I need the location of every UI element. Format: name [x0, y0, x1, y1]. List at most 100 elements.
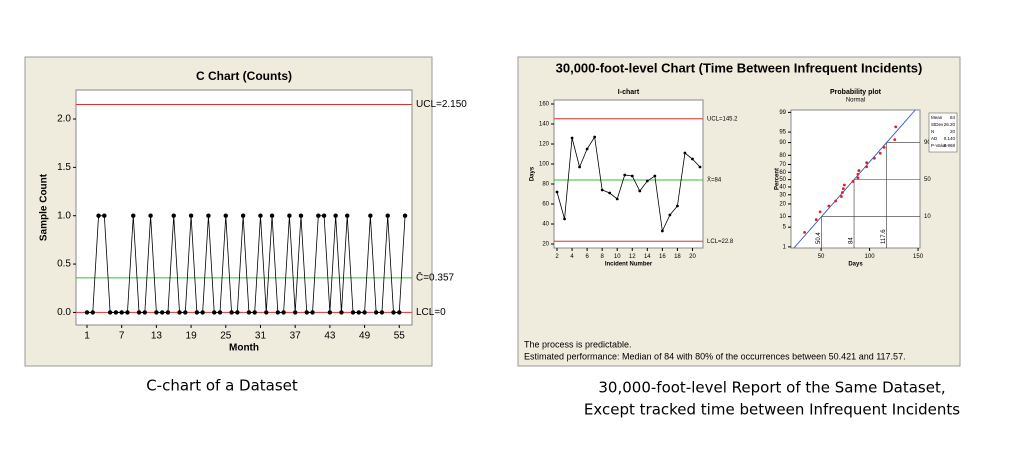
data-point — [856, 176, 860, 180]
data-point — [177, 310, 182, 315]
x-tick-label: 49 — [359, 331, 371, 342]
data-point — [691, 157, 694, 161]
data-point — [327, 310, 333, 315]
data-point — [217, 310, 223, 315]
y-tick-label: 120 — [539, 142, 550, 148]
stats-value: 84 — [950, 115, 956, 120]
x-tick-label: 10 — [614, 254, 621, 260]
x-tick-label: 1 — [84, 331, 90, 342]
data-point — [119, 310, 124, 315]
data-point — [865, 165, 869, 169]
chart-title: I-chart — [618, 89, 640, 96]
data-point — [608, 191, 612, 195]
reference-percent-label: 50 — [924, 177, 931, 183]
stats-box — [928, 112, 958, 153]
data-point — [194, 310, 200, 315]
data-point — [842, 183, 846, 187]
note: Estimated performance: Median of 84 with… — [524, 351, 906, 361]
data-point — [578, 165, 581, 169]
data-point — [235, 310, 240, 315]
x-tick-label: 14 — [644, 254, 651, 260]
data-point — [339, 310, 344, 315]
data-point — [287, 213, 292, 218]
data-point — [841, 191, 844, 194]
control-limit-label: UCL=2.150 — [416, 99, 467, 110]
chart-subtitle: Normal — [846, 98, 865, 104]
x-tick-label: 31 — [255, 331, 267, 342]
data-point — [148, 213, 153, 218]
y-tick-label: 40 — [542, 222, 549, 228]
series-line — [556, 135, 701, 233]
stats-value: 0.968 — [944, 143, 956, 148]
y-tick-label: 70 — [779, 162, 786, 168]
data-point — [113, 310, 119, 315]
data-point — [397, 310, 402, 315]
data-point — [653, 174, 657, 178]
data-point — [676, 204, 679, 208]
y-tick-label: 1 — [783, 244, 787, 250]
x-tick-label: 25 — [220, 331, 232, 342]
y-axis-label: Sample Count — [39, 173, 50, 241]
reference-value-label: 50.4 — [816, 232, 822, 244]
data-point — [834, 199, 838, 203]
y-tick-label: 1.0 — [57, 210, 71, 221]
y-tick-label: 140 — [539, 122, 550, 128]
data-point — [281, 310, 286, 315]
x-axis-label: Month — [229, 343, 259, 354]
y-axis-label: Percent — [775, 168, 781, 190]
data-point — [814, 218, 818, 222]
x-tick-label: 13 — [151, 331, 163, 342]
x-tick-label: 20 — [689, 254, 696, 260]
y-tick-label: 100 — [539, 162, 550, 168]
data-point — [96, 213, 101, 218]
data-point — [350, 310, 356, 315]
data-point — [878, 151, 882, 155]
x-tick-label: 18 — [674, 254, 681, 260]
data-point — [275, 310, 281, 315]
data-point — [136, 310, 142, 315]
data-point — [638, 189, 642, 193]
data-point — [333, 213, 338, 218]
x-tick-label: 55 — [394, 331, 406, 342]
data-point — [310, 310, 315, 315]
y-tick-label: 5 — [783, 225, 787, 231]
data-point — [165, 310, 171, 315]
data-point — [623, 173, 627, 177]
y-tick-label: 2.0 — [57, 114, 71, 125]
data-point — [154, 310, 159, 315]
data-point — [368, 213, 373, 218]
plot-area — [553, 99, 704, 249]
data-point — [840, 195, 843, 198]
y-tick-label: 80 — [542, 182, 549, 188]
data-point — [893, 138, 897, 141]
data-point — [827, 204, 831, 208]
data-point — [298, 213, 304, 218]
reference-percent-label: 90 — [924, 140, 931, 146]
data-point — [304, 310, 309, 315]
data-point — [200, 310, 205, 315]
x-tick-label: 19 — [186, 331, 198, 342]
data-point — [385, 213, 390, 218]
data-point — [362, 310, 367, 315]
data-point — [615, 197, 619, 201]
y-tick-label: 99 — [779, 110, 786, 116]
chart-title: C Chart (Counts) — [196, 69, 292, 83]
y-tick-label: 60 — [542, 202, 549, 208]
data-point — [90, 310, 95, 315]
x-tick-label: 7 — [119, 331, 125, 342]
x-tick-label: 50 — [818, 254, 825, 260]
data-point — [316, 213, 321, 218]
data-point — [865, 161, 869, 165]
data-point — [630, 174, 634, 178]
x-tick-label: 37 — [290, 331, 302, 342]
data-point — [373, 310, 379, 315]
data-point — [882, 145, 886, 149]
y-tick-label: 30 — [779, 192, 786, 198]
x-tick-label: 100 — [865, 254, 876, 260]
x-tick-label: 4 — [570, 254, 574, 260]
y-tick-label: 0.5 — [57, 259, 71, 270]
data-point — [856, 172, 860, 176]
stats-label: AD — [931, 136, 938, 141]
report-title: 30,000-foot-level Chart (Time Between In… — [556, 60, 923, 75]
y-tick-label: 40 — [779, 185, 786, 191]
